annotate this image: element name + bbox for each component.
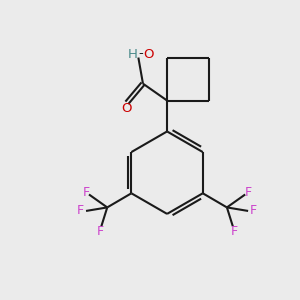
Text: F: F <box>96 225 103 238</box>
Text: F: F <box>244 186 252 199</box>
Text: O: O <box>122 102 132 115</box>
Text: F: F <box>77 204 84 218</box>
Text: F: F <box>250 204 257 218</box>
Text: F: F <box>231 225 238 238</box>
Text: O: O <box>143 47 153 61</box>
Text: -: - <box>138 47 143 61</box>
Text: H: H <box>128 47 137 61</box>
Text: F: F <box>82 186 90 199</box>
